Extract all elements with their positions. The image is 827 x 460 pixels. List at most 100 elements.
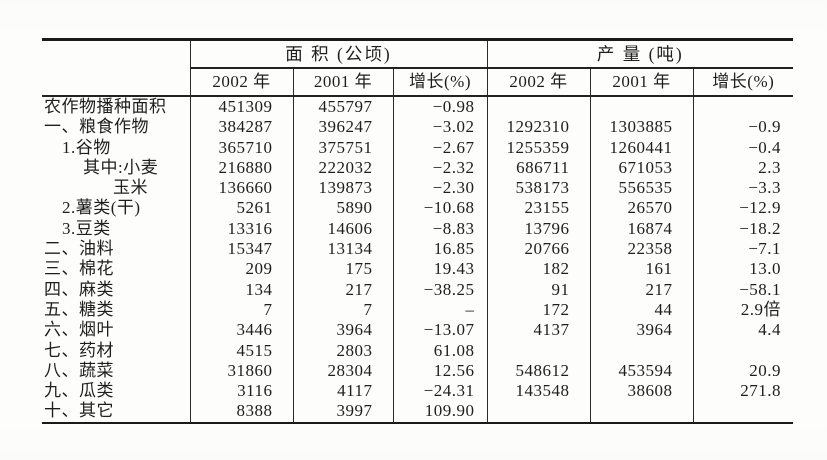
value-cell <box>486 340 591 361</box>
value-cell: −7.1 <box>692 239 794 260</box>
row-label: 二、油料 <box>44 239 114 259</box>
value-cell: 182 <box>486 259 591 280</box>
value-cell: 671053 <box>589 157 694 179</box>
value-cell: 4137 <box>486 320 591 341</box>
value-cell: 217 <box>292 279 393 300</box>
value-cell: 3964 <box>589 320 694 341</box>
value-cell: 5890 <box>292 198 393 219</box>
value-cell: 1255359 <box>486 137 591 158</box>
value-cell: 548612 <box>486 360 591 382</box>
value-cell: −3.3 <box>692 178 794 199</box>
table-row: 其中:小麦 216880 222032 −2.32 686711 671053 2.3 <box>42 157 794 179</box>
value-cell: 136660 <box>189 178 293 199</box>
col-header-area-2002: 2002 年 <box>189 68 293 97</box>
table-body: 农作物播种面积 451309 455797 −0.98 一、粮食作物 384287 3962… <box>42 96 794 423</box>
value-cell: 13316 <box>189 218 293 240</box>
value-cell: 3446 <box>189 320 293 341</box>
value-cell: 19.43 <box>392 259 488 280</box>
table-row: 三、棉花 209 175 19.43 182 161 13.0 <box>42 259 794 280</box>
value-cell <box>692 401 794 423</box>
production-group-header: 产 量 (吨) <box>486 39 794 69</box>
value-cell: 365710 <box>189 137 293 158</box>
table-row: 1.谷物 365710 375751 −2.67 1255359 1260441 −0.4 <box>42 137 794 158</box>
value-cell: 7 <box>189 299 293 321</box>
table-row: 二、油料 15347 13134 16.85 20766 22358 −7.1 <box>42 239 794 260</box>
table-header: 面 积 (公顷) 产 量 (吨) 2002 年 2001 年 增长(%) 200… <box>42 39 794 97</box>
value-cell: 3116 <box>189 381 293 402</box>
value-cell: 139873 <box>292 178 393 199</box>
value-cell: −10.68 <box>392 198 488 219</box>
value-cell <box>486 401 591 423</box>
value-cell: 23155 <box>486 198 591 219</box>
table-row: 五、糖类 7 7–172 44 2.9倍 <box>42 299 794 321</box>
col-header-production-growth: 增长(%) <box>692 68 794 97</box>
value-cell: 16874 <box>589 218 694 240</box>
value-cell: 14606 <box>292 218 393 240</box>
row-label: 八、蔬菜 <box>44 360 114 380</box>
value-cell <box>589 340 694 361</box>
value-cell: 1303885 <box>589 117 694 138</box>
value-cell: 453594 <box>589 360 694 382</box>
value-cell: 271.8 <box>692 381 794 402</box>
value-cell: – <box>392 299 488 321</box>
value-cell: 13.0 <box>692 259 794 280</box>
value-cell: 5261 <box>189 198 293 219</box>
crop-statistics-table: 面 积 (公顷) 产 量 (吨) 2002 年 2001 年 增长(%) 200… <box>42 38 794 424</box>
value-cell: 3964 <box>292 320 393 341</box>
value-cell <box>589 96 694 118</box>
table-row: 农作物播种面积 451309 455797 −0.98 <box>42 96 794 118</box>
row-label: 五、糖类 <box>44 299 114 319</box>
value-cell: −38.25 <box>392 279 488 300</box>
table-row: 六、烟叶 3446 3964 −13.07 4137 3964 4.4 <box>42 320 794 341</box>
value-cell: −8.83 <box>392 218 488 240</box>
row-label: 3.豆类 <box>62 218 111 238</box>
corner-cell <box>42 39 190 97</box>
table-row: 九、瓜类 3116 4117 −24.31 143548 38608 271.8 <box>42 381 794 402</box>
row-label: 九、瓜类 <box>44 381 114 401</box>
value-cell: 172 <box>486 299 591 321</box>
value-cell: 4.4 <box>692 320 794 341</box>
value-cell: 2.3 <box>692 157 794 179</box>
row-label: 农作物播种面积 <box>44 97 167 116</box>
value-cell: 12.56 <box>392 360 488 382</box>
value-cell: 217 <box>589 279 694 300</box>
value-cell: −0.98 <box>392 96 488 118</box>
value-cell: 134 <box>189 279 293 300</box>
value-cell: −0.9 <box>692 117 794 138</box>
value-cell: 20766 <box>486 239 591 260</box>
value-cell: 22358 <box>589 239 694 260</box>
value-cell: 28304 <box>292 360 393 382</box>
value-cell: 16.85 <box>392 239 488 260</box>
table-row: 玉米 136660 139873 −2.30 538173 556535 −3.3 <box>42 178 794 199</box>
row-label: 七、药材 <box>44 340 114 360</box>
table-row: 十、其它 8388 3997 109.90 <box>42 401 794 423</box>
value-cell: −2.67 <box>392 137 488 158</box>
value-cell: −24.31 <box>392 381 488 402</box>
value-cell: −12.9 <box>692 198 794 219</box>
col-header-area-2001: 2001 年 <box>292 68 393 97</box>
table-row: 一、粮食作物 384287 396247 −3.02 1292310 1303885 −0.… <box>42 117 794 138</box>
value-cell: 1292310 <box>486 117 591 138</box>
value-cell: 7 <box>292 299 393 321</box>
table-row: 四、麻类 134 217 −38.25 91 217 −58.1 <box>42 279 794 300</box>
value-cell: 91 <box>486 279 591 300</box>
value-cell: 38608 <box>589 381 694 402</box>
row-label: 2.薯类(干) <box>62 198 141 218</box>
value-cell: 143548 <box>486 381 591 402</box>
table-row: 七、药材 4515 2803 61.08 <box>42 340 794 361</box>
value-cell: 2.9倍 <box>692 299 794 321</box>
table-row: 八、蔬菜 31860 28304 12.56 548612 453594 20.9 <box>42 360 794 382</box>
row-label: 十、其它 <box>44 401 114 421</box>
sub-header-row: 2002 年 2001 年 增长(%) 2002 年 2001 年 增长(%) <box>42 68 794 97</box>
value-cell: 13134 <box>292 239 393 260</box>
value-cell: 20.9 <box>692 360 794 382</box>
value-cell: −18.2 <box>692 218 794 240</box>
value-cell: 8388 <box>189 401 293 423</box>
value-cell <box>486 96 591 118</box>
value-cell: −2.32 <box>392 157 488 179</box>
value-cell: 3997 <box>292 401 393 423</box>
value-cell: 44 <box>589 299 694 321</box>
col-header-production-2001: 2001 年 <box>589 68 694 97</box>
col-header-area-growth: 增长(%) <box>392 68 488 97</box>
